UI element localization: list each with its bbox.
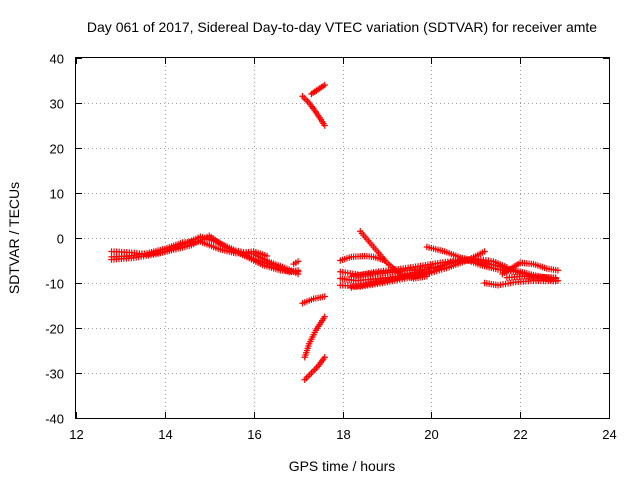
series-track-8 [299, 293, 328, 307]
x-tick-label: 16 [247, 427, 261, 442]
x-tick-label: 22 [513, 427, 527, 442]
series-track-5 [290, 258, 302, 268]
plot-frame [75, 57, 610, 419]
y-tick-label: -20 [45, 322, 64, 337]
x-axis-label: GPS time / hours [289, 458, 396, 474]
data-point-marker [263, 252, 271, 260]
y-tick-label: -10 [45, 277, 64, 292]
data-point-marker [554, 277, 562, 284]
data-point-marker [321, 293, 328, 300]
x-tick-label: 24 [602, 427, 616, 442]
data-point-marker [554, 267, 562, 274]
data-point-marker [294, 267, 302, 274]
series-track-9 [301, 313, 328, 361]
y-tick-label: 20 [50, 142, 64, 157]
chart-title: Day 061 of 2017, Sidereal Day-to-day VTE… [87, 19, 597, 35]
x-tick-label: 12 [69, 427, 83, 442]
y-tick-label: -40 [45, 412, 64, 427]
series-track-7 [308, 81, 328, 98]
series-track-20 [437, 255, 511, 271]
data-point-marker [485, 264, 493, 271]
grid-lines [76, 58, 609, 418]
data-point-marker [294, 258, 302, 265]
y-tick-label: -30 [45, 367, 64, 382]
series-track-6 [299, 93, 328, 129]
y-axis-label: SDTVAR / TECUs [6, 182, 22, 294]
series-track-12 [357, 228, 431, 282]
data-point-marker [321, 354, 328, 361]
series-track-16 [348, 268, 435, 291]
series-track-23 [503, 273, 562, 284]
data-point-marker [481, 248, 488, 255]
series-track-4 [232, 248, 302, 276]
data-points [108, 81, 562, 383]
series-track-22 [499, 259, 562, 278]
y-tick-label: 0 [57, 232, 64, 247]
axis-ticks: 12 14 16 18 20 22 24 -40 -30 -20 -10 0 10 20 30 40 [45, 52, 617, 443]
y-tick-label: 30 [50, 97, 64, 112]
series-track-10 [301, 354, 328, 383]
data-point-marker [321, 81, 328, 89]
y-tick-label: 10 [50, 187, 64, 202]
x-tick-label: 14 [158, 427, 172, 442]
y-tick-label: 40 [50, 52, 64, 67]
x-tick-label: 18 [336, 427, 350, 442]
data-point-marker [321, 313, 328, 320]
data-point-marker [321, 122, 328, 129]
x-tick-label: 20 [424, 427, 438, 442]
